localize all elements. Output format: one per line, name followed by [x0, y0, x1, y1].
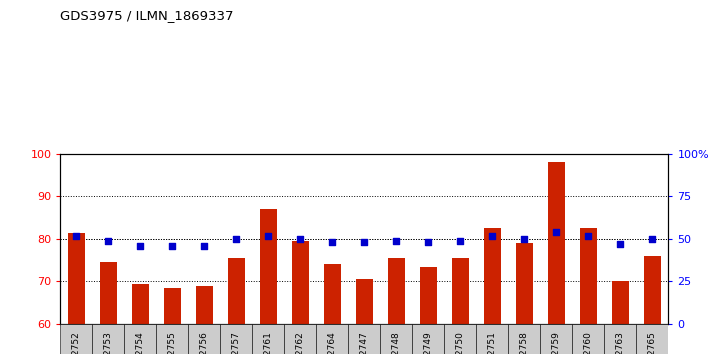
Point: [230, 236, 242, 242]
Bar: [356, 279, 373, 324]
Bar: [483, 228, 501, 324]
Bar: [547, 162, 565, 324]
Text: GSM572755: GSM572755: [168, 331, 177, 354]
Bar: [604, 324, 636, 354]
Bar: [252, 324, 284, 354]
Bar: [611, 281, 629, 324]
Bar: [324, 264, 341, 324]
Bar: [132, 284, 149, 324]
Point: [135, 243, 146, 249]
Point: [486, 233, 498, 238]
Bar: [444, 324, 476, 354]
Point: [103, 238, 114, 244]
Bar: [540, 324, 572, 354]
Text: GSM572760: GSM572760: [584, 331, 593, 354]
Point: [583, 233, 594, 238]
Text: GSM572763: GSM572763: [616, 331, 625, 354]
Bar: [572, 324, 604, 354]
Point: [166, 243, 178, 249]
Text: GSM572764: GSM572764: [328, 331, 337, 354]
Point: [391, 238, 402, 244]
Bar: [68, 233, 85, 324]
Point: [326, 240, 338, 245]
Text: GSM572758: GSM572758: [520, 331, 529, 354]
Bar: [515, 243, 533, 324]
Text: GSM572757: GSM572757: [232, 331, 241, 354]
Point: [550, 229, 562, 235]
Text: GSM572753: GSM572753: [104, 331, 113, 354]
Bar: [156, 324, 188, 354]
Text: GSM572765: GSM572765: [648, 331, 657, 354]
Point: [422, 240, 434, 245]
Bar: [508, 324, 540, 354]
Bar: [284, 324, 316, 354]
Bar: [380, 324, 412, 354]
Bar: [164, 288, 181, 324]
Point: [71, 233, 82, 238]
Point: [198, 243, 210, 249]
Bar: [643, 256, 661, 324]
Bar: [260, 209, 277, 324]
Bar: [579, 228, 597, 324]
Bar: [188, 324, 220, 354]
Bar: [92, 324, 124, 354]
Bar: [419, 267, 437, 324]
Bar: [124, 324, 156, 354]
Text: GSM572748: GSM572748: [392, 331, 401, 354]
Text: GSM572761: GSM572761: [264, 331, 273, 354]
Bar: [636, 324, 668, 354]
Bar: [316, 324, 348, 354]
Bar: [451, 258, 469, 324]
Bar: [412, 324, 444, 354]
Point: [358, 240, 370, 245]
Point: [614, 241, 626, 247]
Bar: [476, 324, 508, 354]
Point: [262, 233, 274, 238]
Bar: [220, 324, 252, 354]
Bar: [60, 324, 92, 354]
Point: [455, 238, 466, 244]
Text: GSM572759: GSM572759: [552, 331, 561, 354]
Bar: [292, 241, 309, 324]
Point: [518, 236, 530, 242]
Bar: [196, 286, 213, 324]
Text: GSM572754: GSM572754: [136, 331, 145, 354]
Text: GSM572749: GSM572749: [424, 331, 433, 354]
Bar: [100, 262, 117, 324]
Point: [647, 236, 658, 242]
Text: GDS3975 / ILMN_1869337: GDS3975 / ILMN_1869337: [60, 9, 234, 22]
Bar: [348, 324, 380, 354]
Text: GSM572751: GSM572751: [488, 331, 497, 354]
Point: [294, 236, 306, 242]
Text: GSM572747: GSM572747: [360, 331, 369, 354]
Text: GSM572756: GSM572756: [200, 331, 209, 354]
Text: GSM572762: GSM572762: [296, 331, 305, 354]
Text: GSM572750: GSM572750: [456, 331, 465, 354]
Bar: [387, 258, 405, 324]
Text: GSM572752: GSM572752: [72, 331, 81, 354]
Bar: [228, 258, 245, 324]
